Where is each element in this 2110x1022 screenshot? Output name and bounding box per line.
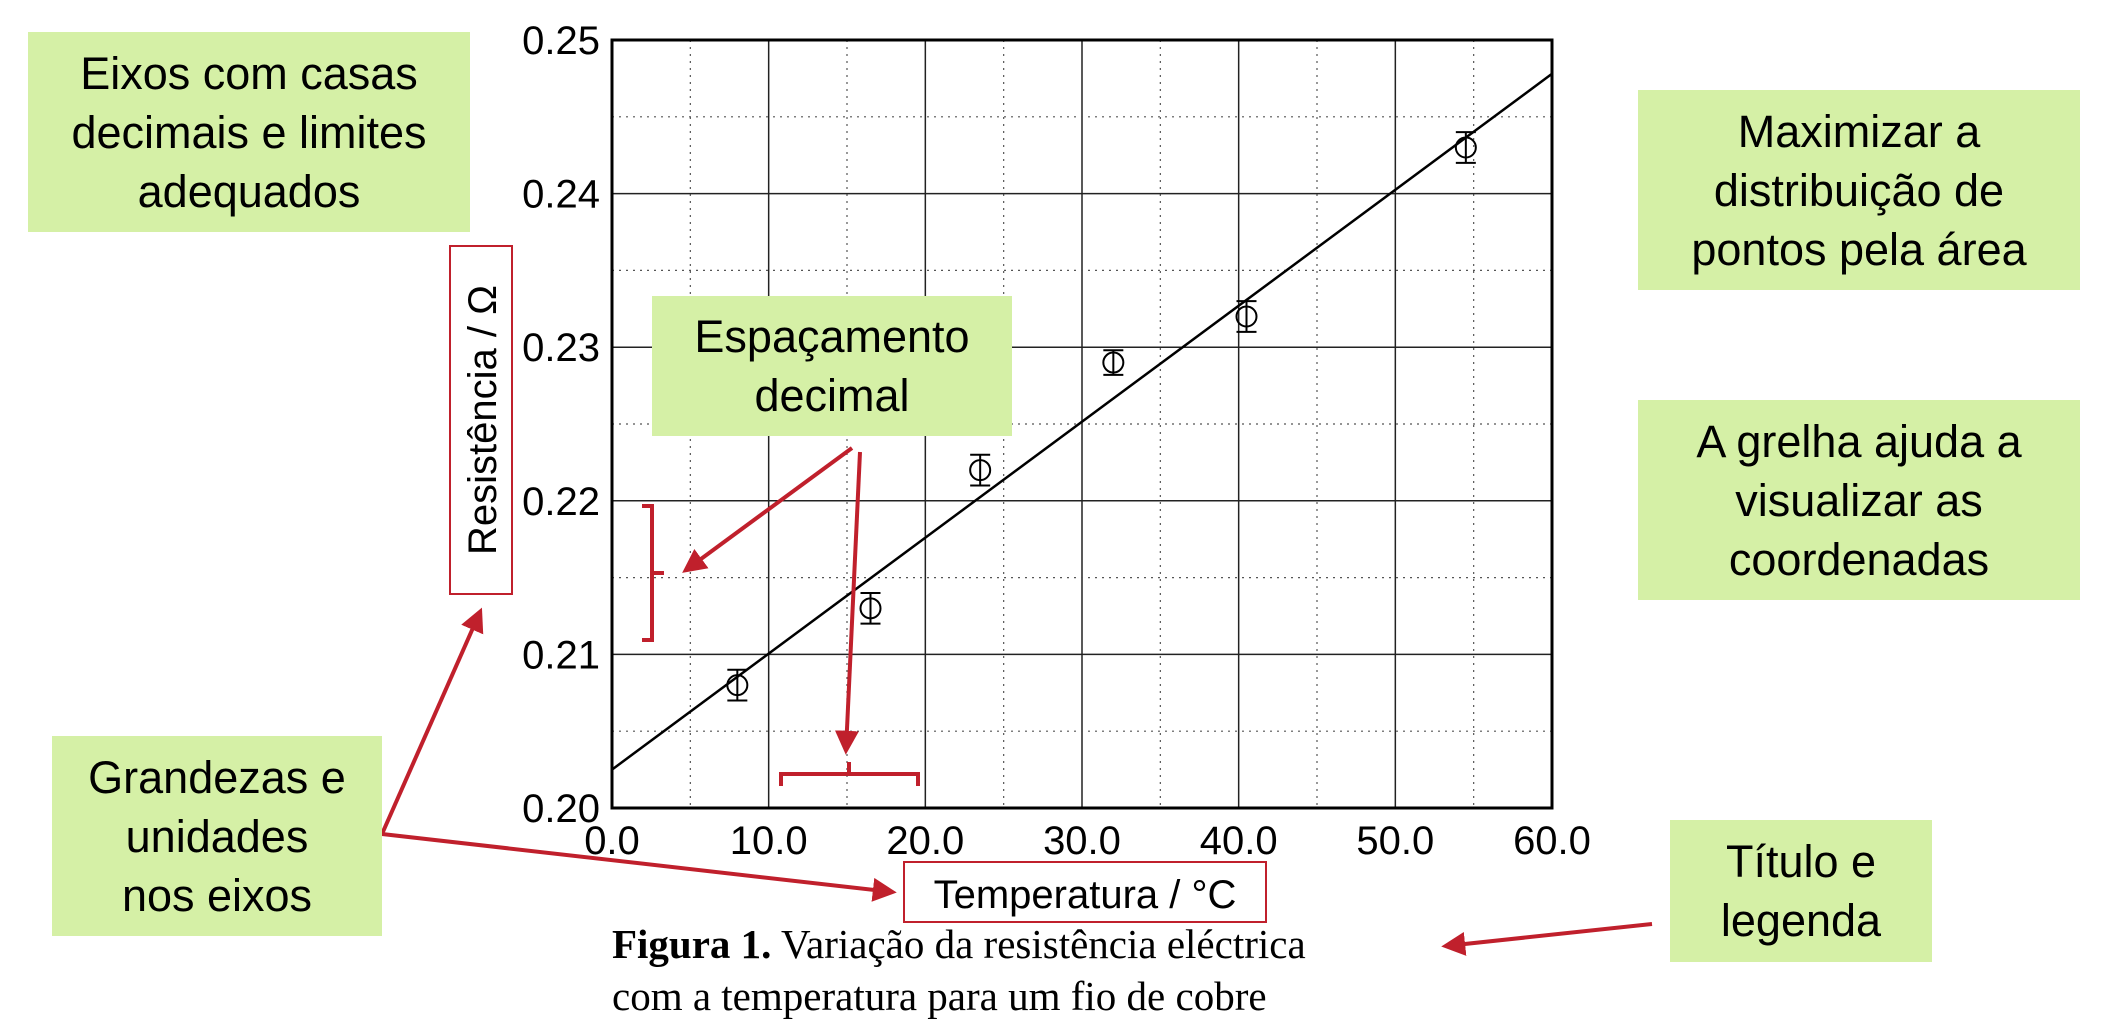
data-point	[726, 674, 749, 697]
note-line: coordenadas	[1728, 533, 1990, 585]
note-grid-helps: A grelha ajuda a visualizar as coordenad…	[1638, 400, 2080, 600]
caption-line-1: Figura 1. Variação da resistência eléctr…	[612, 918, 1512, 970]
note-line: adequados	[137, 165, 361, 217]
fit-line	[611, 72, 1553, 771]
arrow-to-caption	[1441, 922, 1653, 956]
data-point	[1235, 305, 1258, 328]
caption-text-2: com a temperatura para um fio de cobre	[612, 973, 1267, 1019]
note-line: A grelha ajuda a	[1696, 415, 2022, 467]
note-line: Título e	[1725, 836, 1877, 887]
note-line: Eixos com casas	[80, 47, 418, 99]
note-decimal-spacing: Espaçamento decimal	[652, 296, 1012, 436]
data-point	[859, 597, 882, 620]
data-point	[969, 459, 992, 482]
x-tick-label: 20.0	[886, 819, 964, 863]
annotation-arrows	[380, 446, 1653, 956]
note-line: nos eixos	[121, 869, 313, 921]
data-point	[1454, 136, 1477, 159]
x-interval-brace	[779, 762, 920, 786]
y-tick-label: 0.22	[522, 480, 600, 524]
data-points	[611, 72, 1553, 771]
note-line: pontos pela área	[1691, 223, 2027, 275]
arrow-to-x-axis-label	[381, 832, 897, 902]
x-tick-label: 10.0	[730, 819, 808, 863]
note-line: legenda	[1720, 895, 1882, 946]
note-maximize-distribution: Maximizar a distribuição de pontos pela …	[1638, 90, 2080, 290]
note-line: unidades	[125, 810, 309, 862]
arrow-to-x-interval	[834, 451, 862, 755]
note-line: decimais e limites	[71, 106, 427, 158]
note-line: visualizar as	[1735, 474, 1983, 526]
arrow-to-y-interval	[682, 446, 854, 573]
y-tick-label: 0.25	[522, 19, 600, 63]
arrow-to-y-axis-label	[380, 607, 484, 835]
x-axis-label: Temperatura / °C	[934, 873, 1237, 917]
note-line: decimal	[754, 370, 910, 421]
axes: 0.0 10.0 20.0 30.0 40.0 50.0 60.0 0.20 0.21 0.22 0…	[449, 19, 1591, 923]
note-line: Grandezas e	[88, 751, 346, 803]
y-axis-label-highlight	[449, 245, 513, 595]
plot-frame	[610, 38, 1554, 810]
x-tick-label: 30.0	[1043, 819, 1121, 863]
y-tick-label: 0.24	[522, 173, 600, 217]
y-tick-label: 0.20	[522, 787, 600, 831]
y-axis-label: Resistência / Ω	[461, 285, 505, 555]
caption-text-1: Variação da resistência eléctrica	[780, 921, 1306, 967]
figure-caption: Figura 1. Variação da resistência eléctr…	[612, 918, 1512, 1022]
x-tick-label: 50.0	[1356, 819, 1434, 863]
x-tick-label: 40.0	[1200, 819, 1278, 863]
y-tick-label: 0.23	[522, 326, 600, 370]
data-point	[1102, 351, 1125, 374]
note-title-legend: Título e legenda	[1670, 820, 1932, 962]
x-tick-label: 60.0	[1513, 819, 1591, 863]
note-axes-decimals: Eixos com casas decimais e limites adequ…	[28, 32, 470, 232]
note-line: Maximizar a	[1737, 105, 1981, 157]
x-tick-label: 0.0	[584, 819, 640, 863]
caption-label: Figura 1.	[612, 921, 772, 967]
note-line: distribuição de	[1713, 164, 2005, 216]
note-line: Espaçamento	[694, 311, 970, 362]
note-quantities-units: Grandezas e unidades nos eixos	[52, 736, 382, 936]
y-interval-brace	[642, 504, 664, 642]
y-tick-label: 0.21	[522, 633, 600, 677]
x-axis-label-highlight	[903, 861, 1267, 923]
